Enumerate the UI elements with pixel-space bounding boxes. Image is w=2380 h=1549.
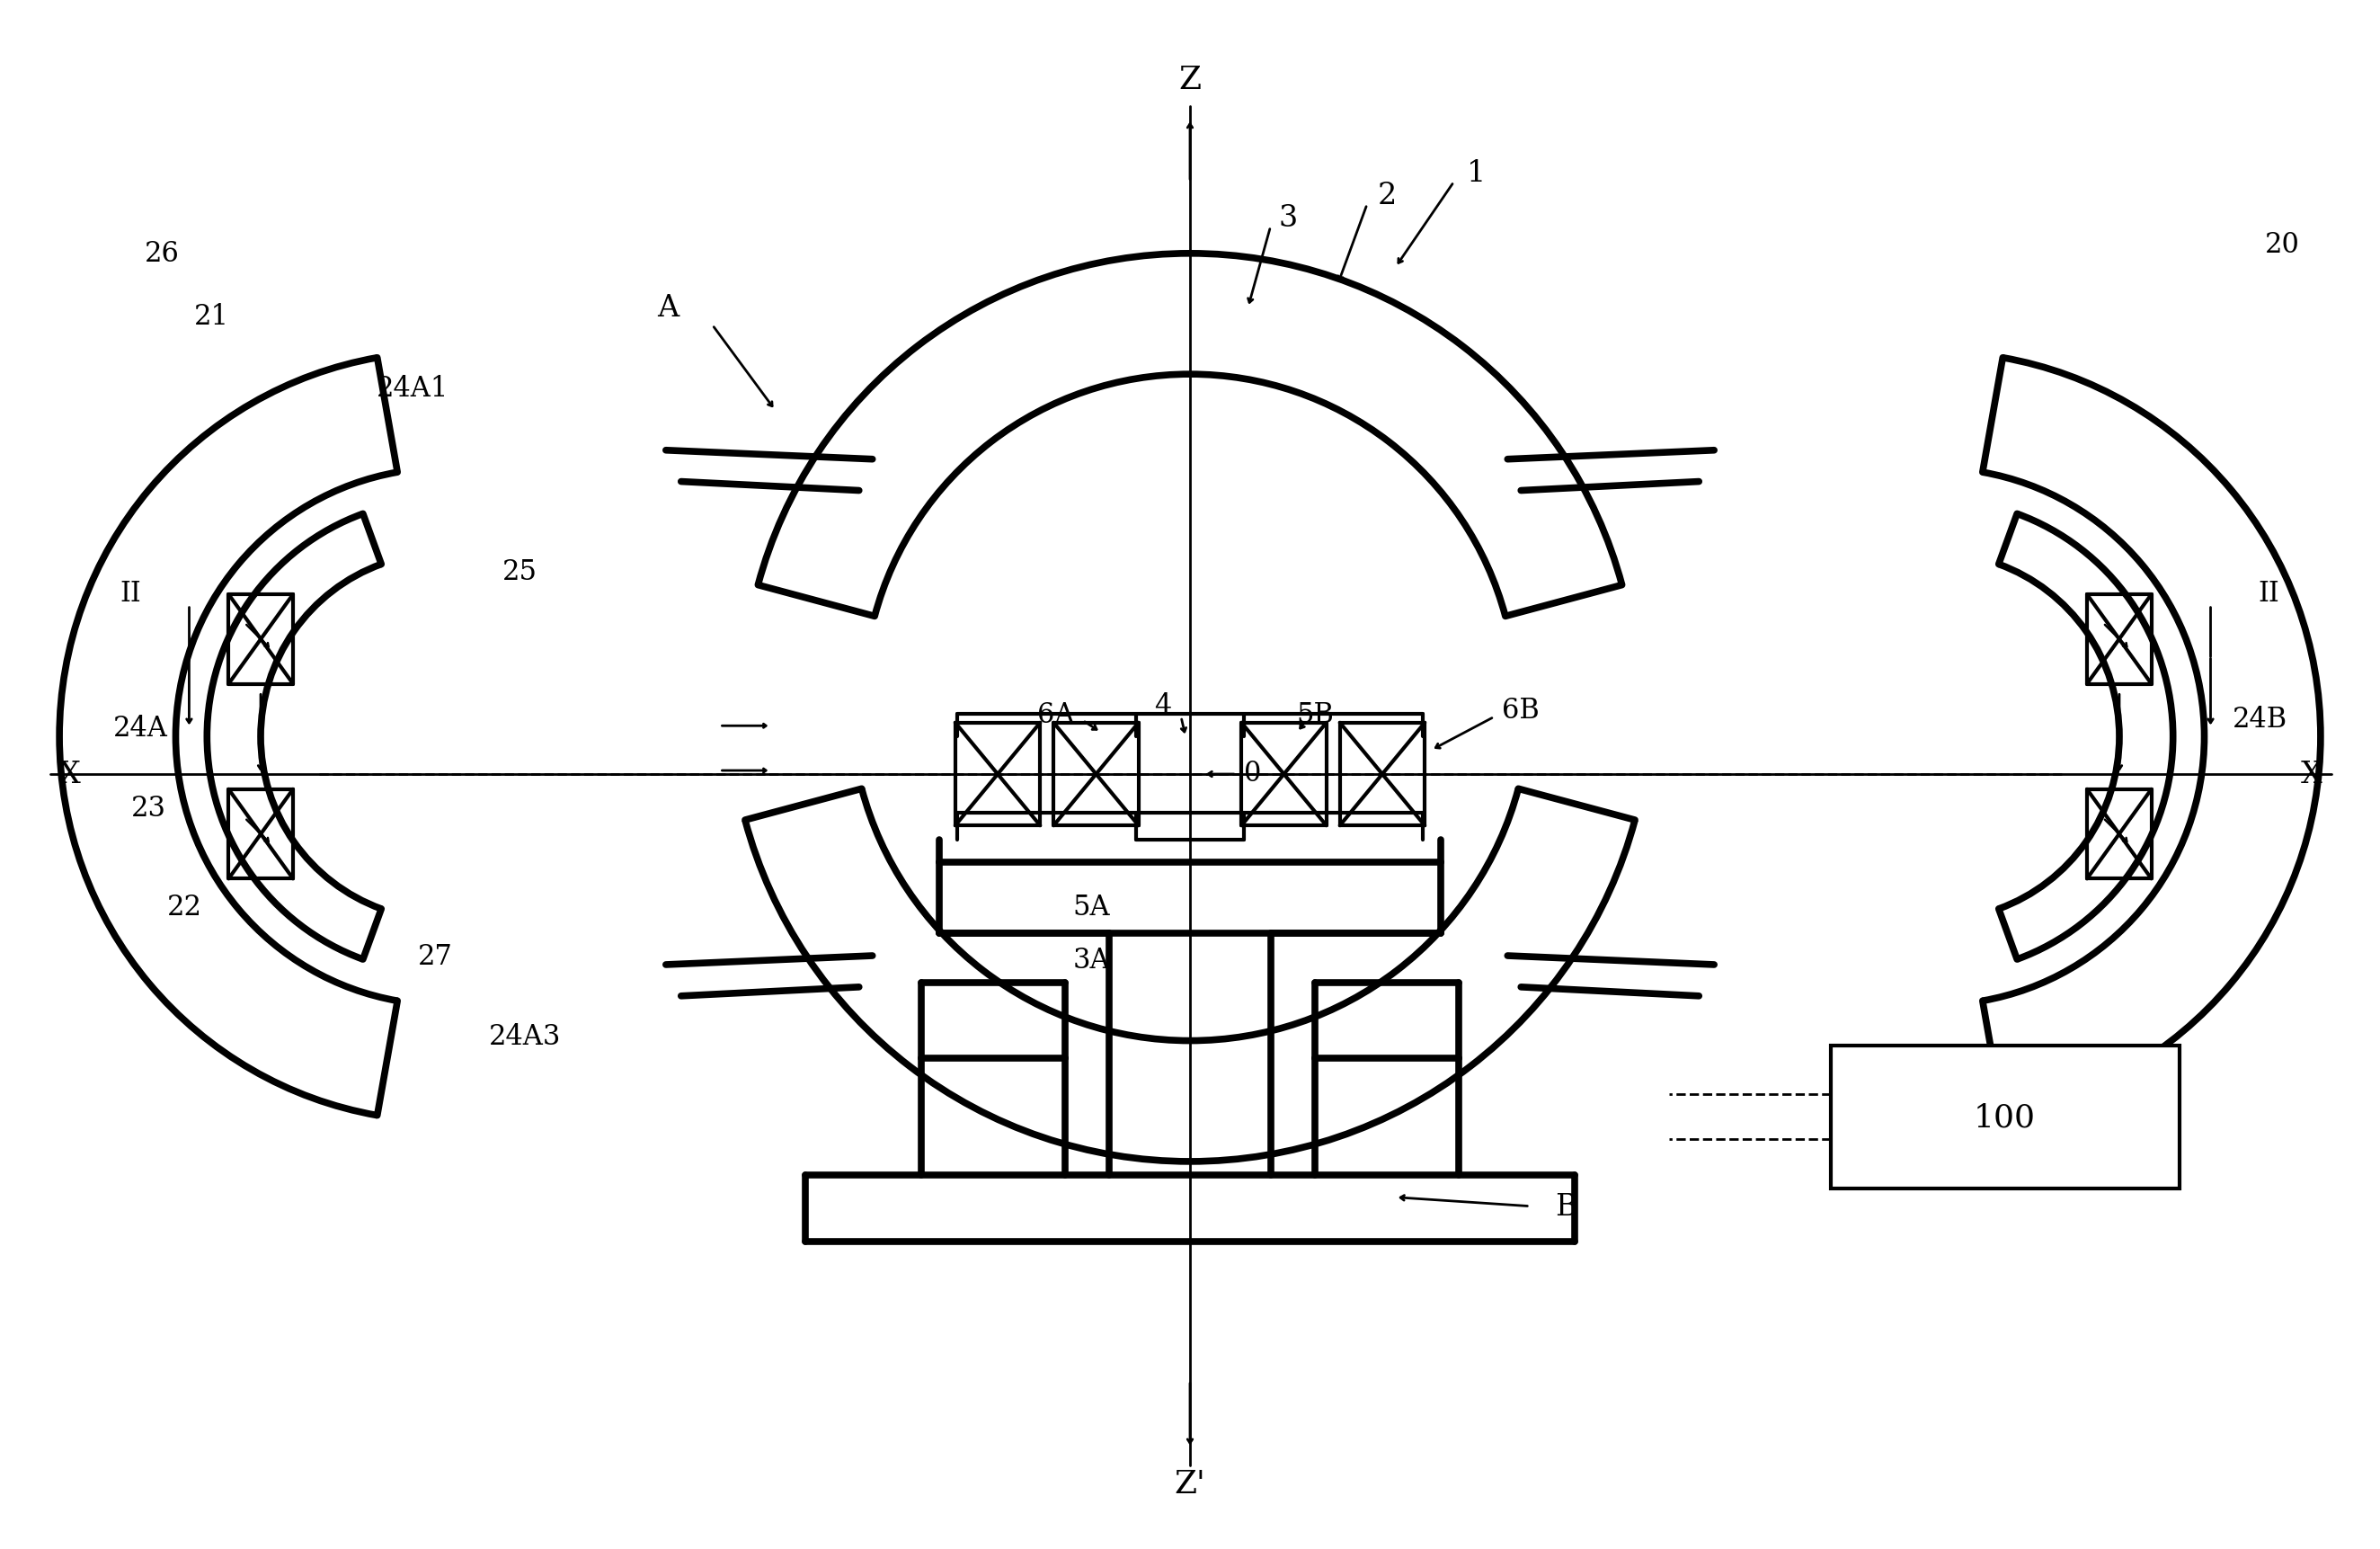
Text: Z': Z'	[1173, 1468, 1207, 1499]
Text: 100: 100	[1973, 1101, 2035, 1132]
Text: 22: 22	[167, 892, 202, 920]
Text: 4: 4	[1154, 692, 1171, 720]
Text: 24B: 24B	[2232, 705, 2287, 733]
Text: 26: 26	[145, 240, 181, 268]
Text: 27: 27	[416, 942, 452, 970]
Text: 6B: 6B	[1502, 696, 1540, 723]
Text: 0: 0	[1245, 759, 1261, 787]
Text: 6A: 6A	[1038, 700, 1073, 728]
Bar	[1830, 1046, 2180, 1188]
Text: 2: 2	[1378, 181, 1397, 211]
Text: II: II	[121, 579, 143, 607]
Text: 5A: 5A	[1073, 892, 1111, 920]
Text: B: B	[1554, 1193, 1576, 1221]
Text: 1: 1	[1466, 160, 1485, 187]
Text: 24A1: 24A1	[376, 375, 450, 403]
Text: 23: 23	[131, 795, 167, 823]
Text: 3A: 3A	[1073, 946, 1111, 974]
Text: 5B: 5B	[1297, 700, 1335, 728]
Text: 20: 20	[2266, 231, 2299, 259]
Text: 3: 3	[1278, 204, 1297, 232]
Text: X: X	[2301, 761, 2323, 788]
Text: 24A: 24A	[114, 714, 169, 742]
Text: A: A	[657, 293, 678, 322]
Text: 25: 25	[502, 558, 538, 586]
Text: II: II	[2259, 579, 2280, 607]
Text: 21: 21	[193, 302, 228, 330]
Text: 24A3: 24A3	[488, 1022, 562, 1050]
Text: Z: Z	[1178, 65, 1202, 94]
Text: X: X	[60, 761, 81, 788]
